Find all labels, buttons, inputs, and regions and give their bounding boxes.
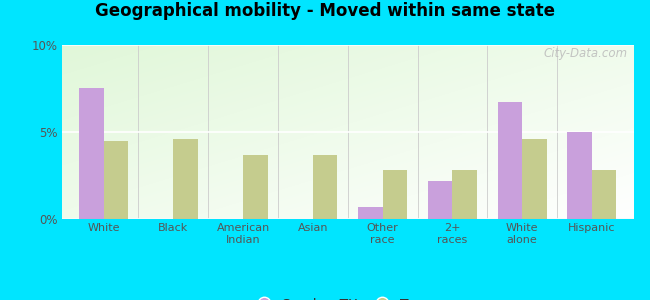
Bar: [522, 139, 547, 219]
Text: Geographical mobility - Moved within same state: Geographical mobility - Moved within sam…: [95, 2, 555, 20]
Bar: [452, 170, 477, 219]
Legend: Snyder, TX, Texas: Snyder, TX, Texas: [252, 292, 444, 300]
Bar: [103, 141, 128, 219]
Bar: [243, 154, 268, 219]
Bar: [174, 139, 198, 219]
Bar: [358, 207, 383, 219]
Bar: [383, 170, 407, 219]
Bar: [79, 88, 103, 219]
Bar: [498, 102, 522, 219]
Text: City-Data.com: City-Data.com: [544, 47, 628, 60]
Bar: [592, 170, 616, 219]
Bar: [428, 181, 452, 219]
Bar: [313, 154, 337, 219]
Bar: [567, 132, 592, 219]
